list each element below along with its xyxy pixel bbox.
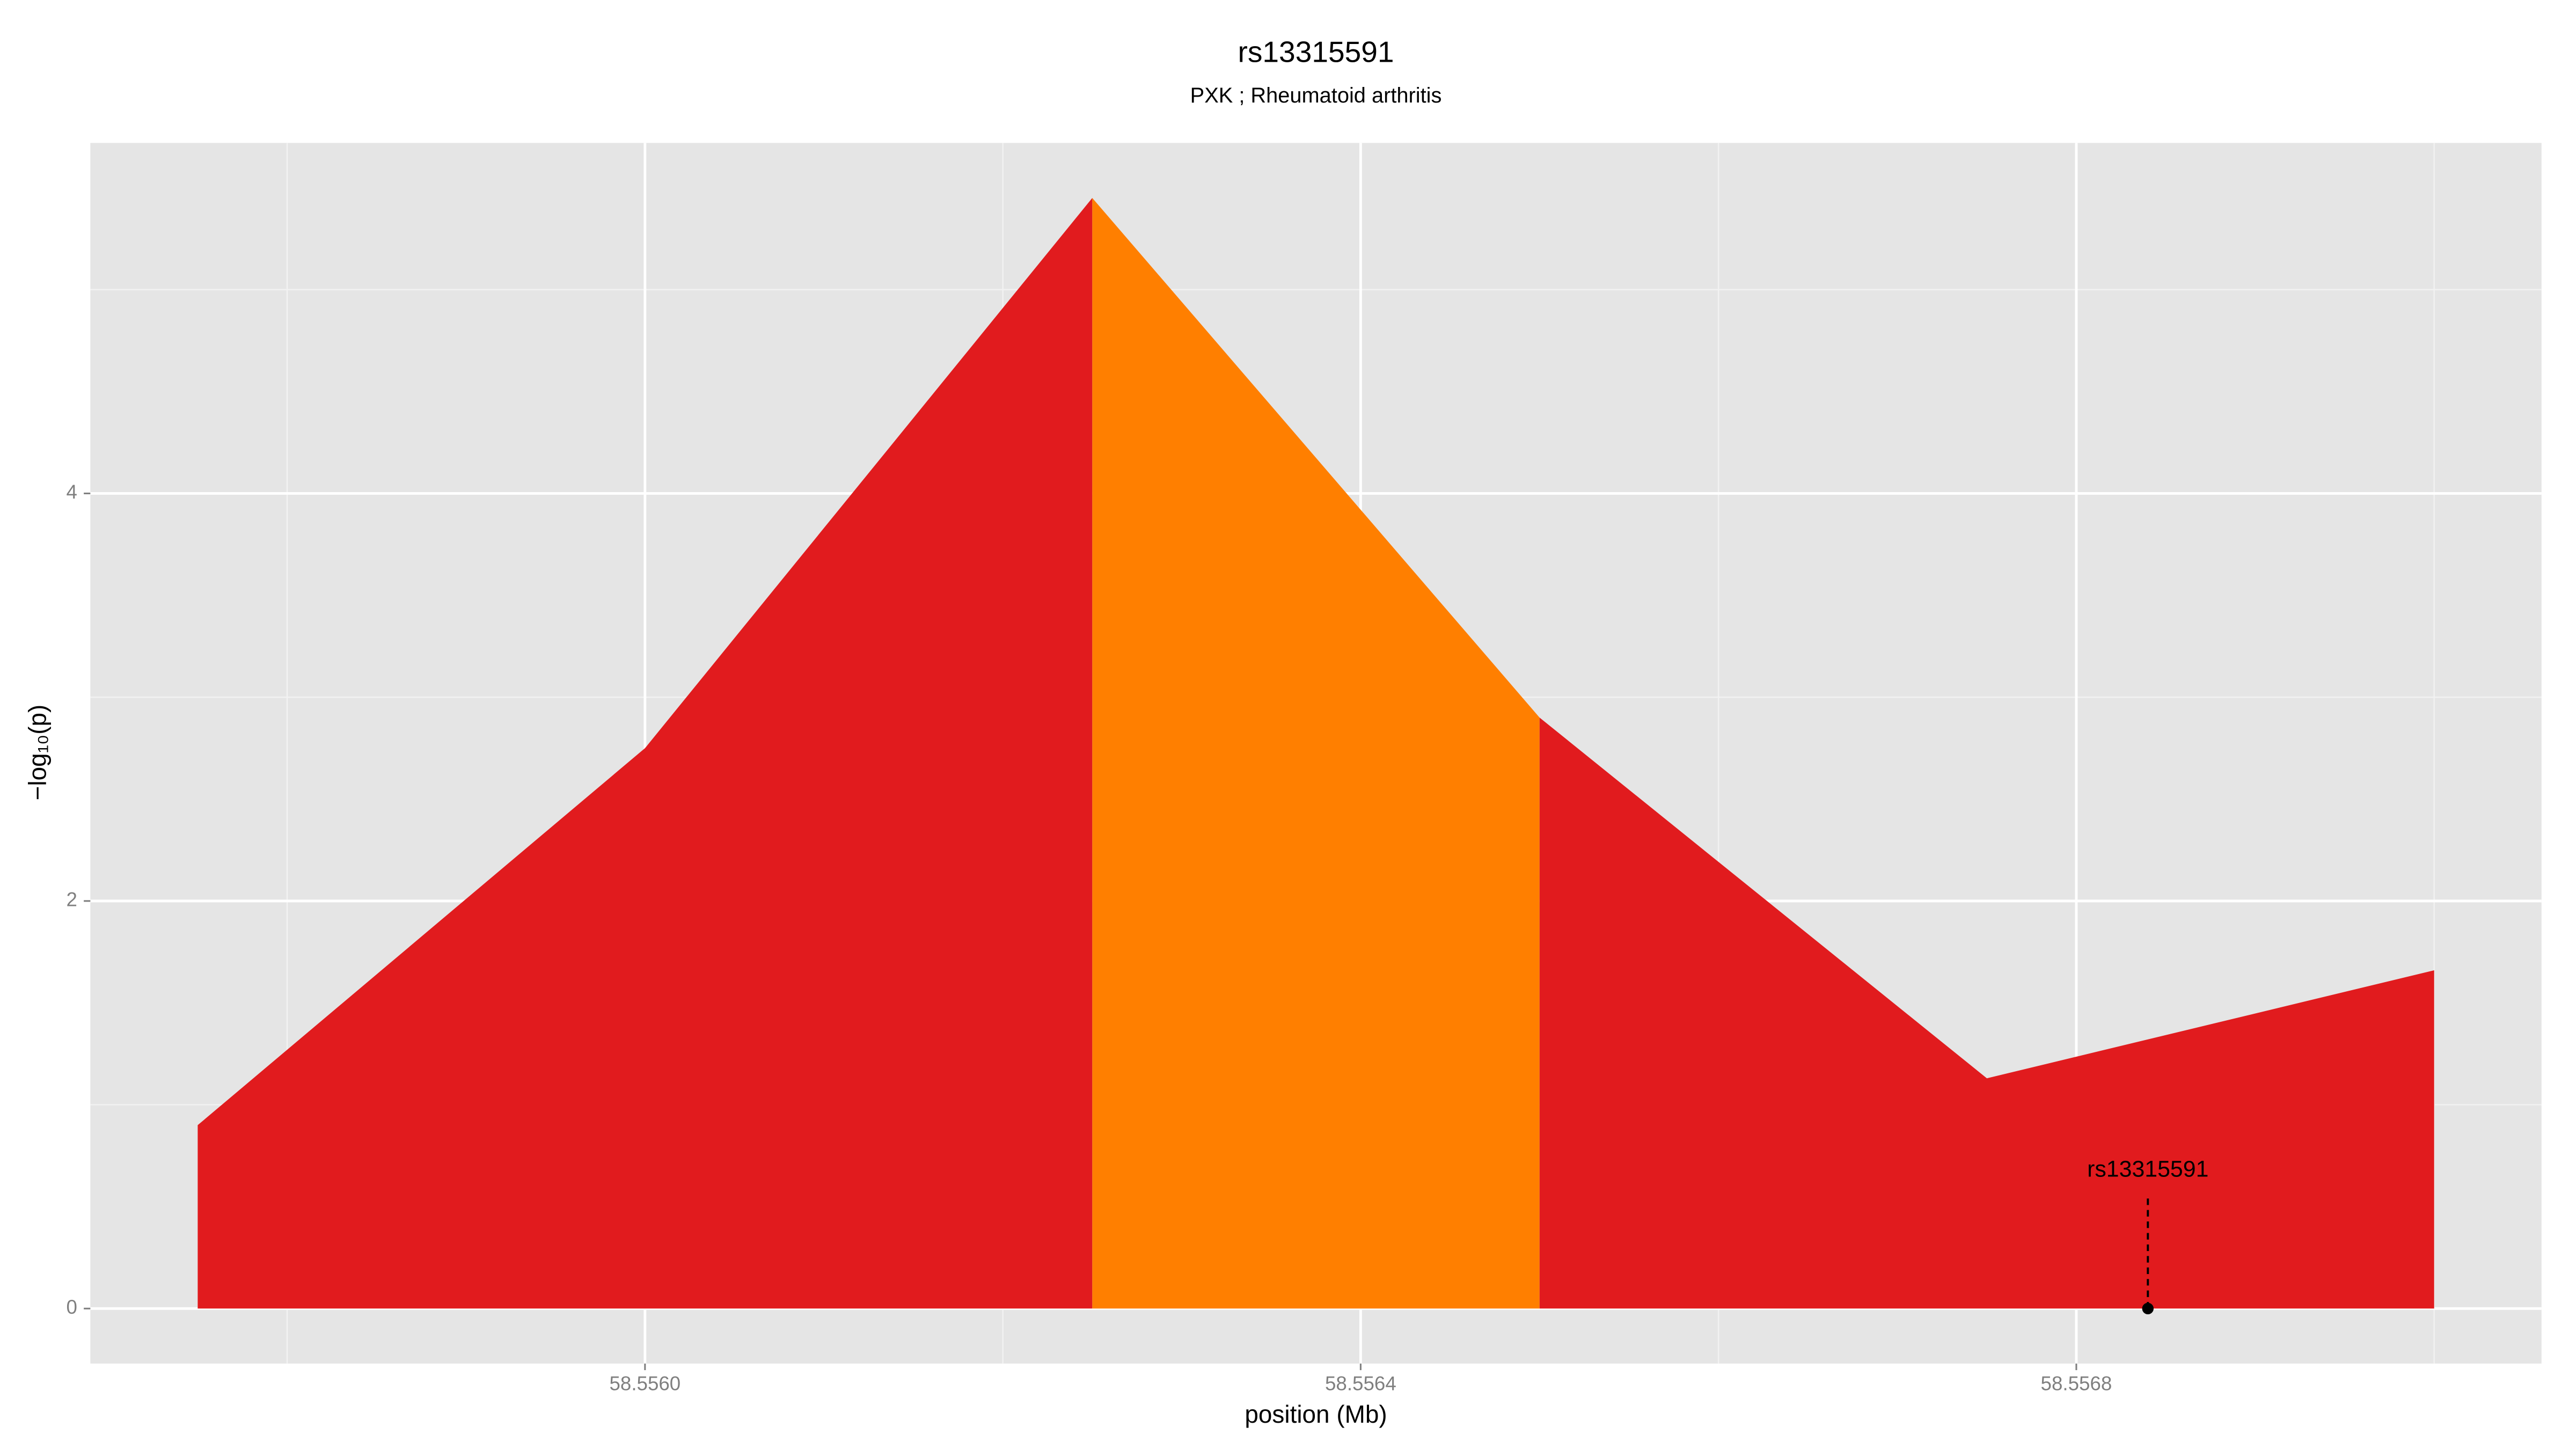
x-tick-label: 58.5560 <box>609 1372 680 1394</box>
y-tick-label: 4 <box>66 481 77 503</box>
x-axis-label: position (Mb) <box>1245 1400 1387 1428</box>
area <box>1539 718 2434 1309</box>
x-tick-label: 58.5568 <box>2041 1372 2112 1394</box>
chart-subtitle: PXK ; Rheumatoid arthritis <box>1190 84 1442 107</box>
y-axis-label: −log₁₀(p) <box>24 705 52 801</box>
y-tick-label: 0 <box>66 1296 77 1318</box>
x-tick-label: 58.5564 <box>1325 1372 1396 1394</box>
y-tick-label: 2 <box>66 889 77 911</box>
area <box>197 197 1093 1309</box>
annotation-point <box>2142 1302 2154 1315</box>
area <box>1092 197 1540 1309</box>
chart-title: rs13315591 <box>1238 35 1394 69</box>
annotation-label: rs13315591 <box>2087 1156 2208 1182</box>
